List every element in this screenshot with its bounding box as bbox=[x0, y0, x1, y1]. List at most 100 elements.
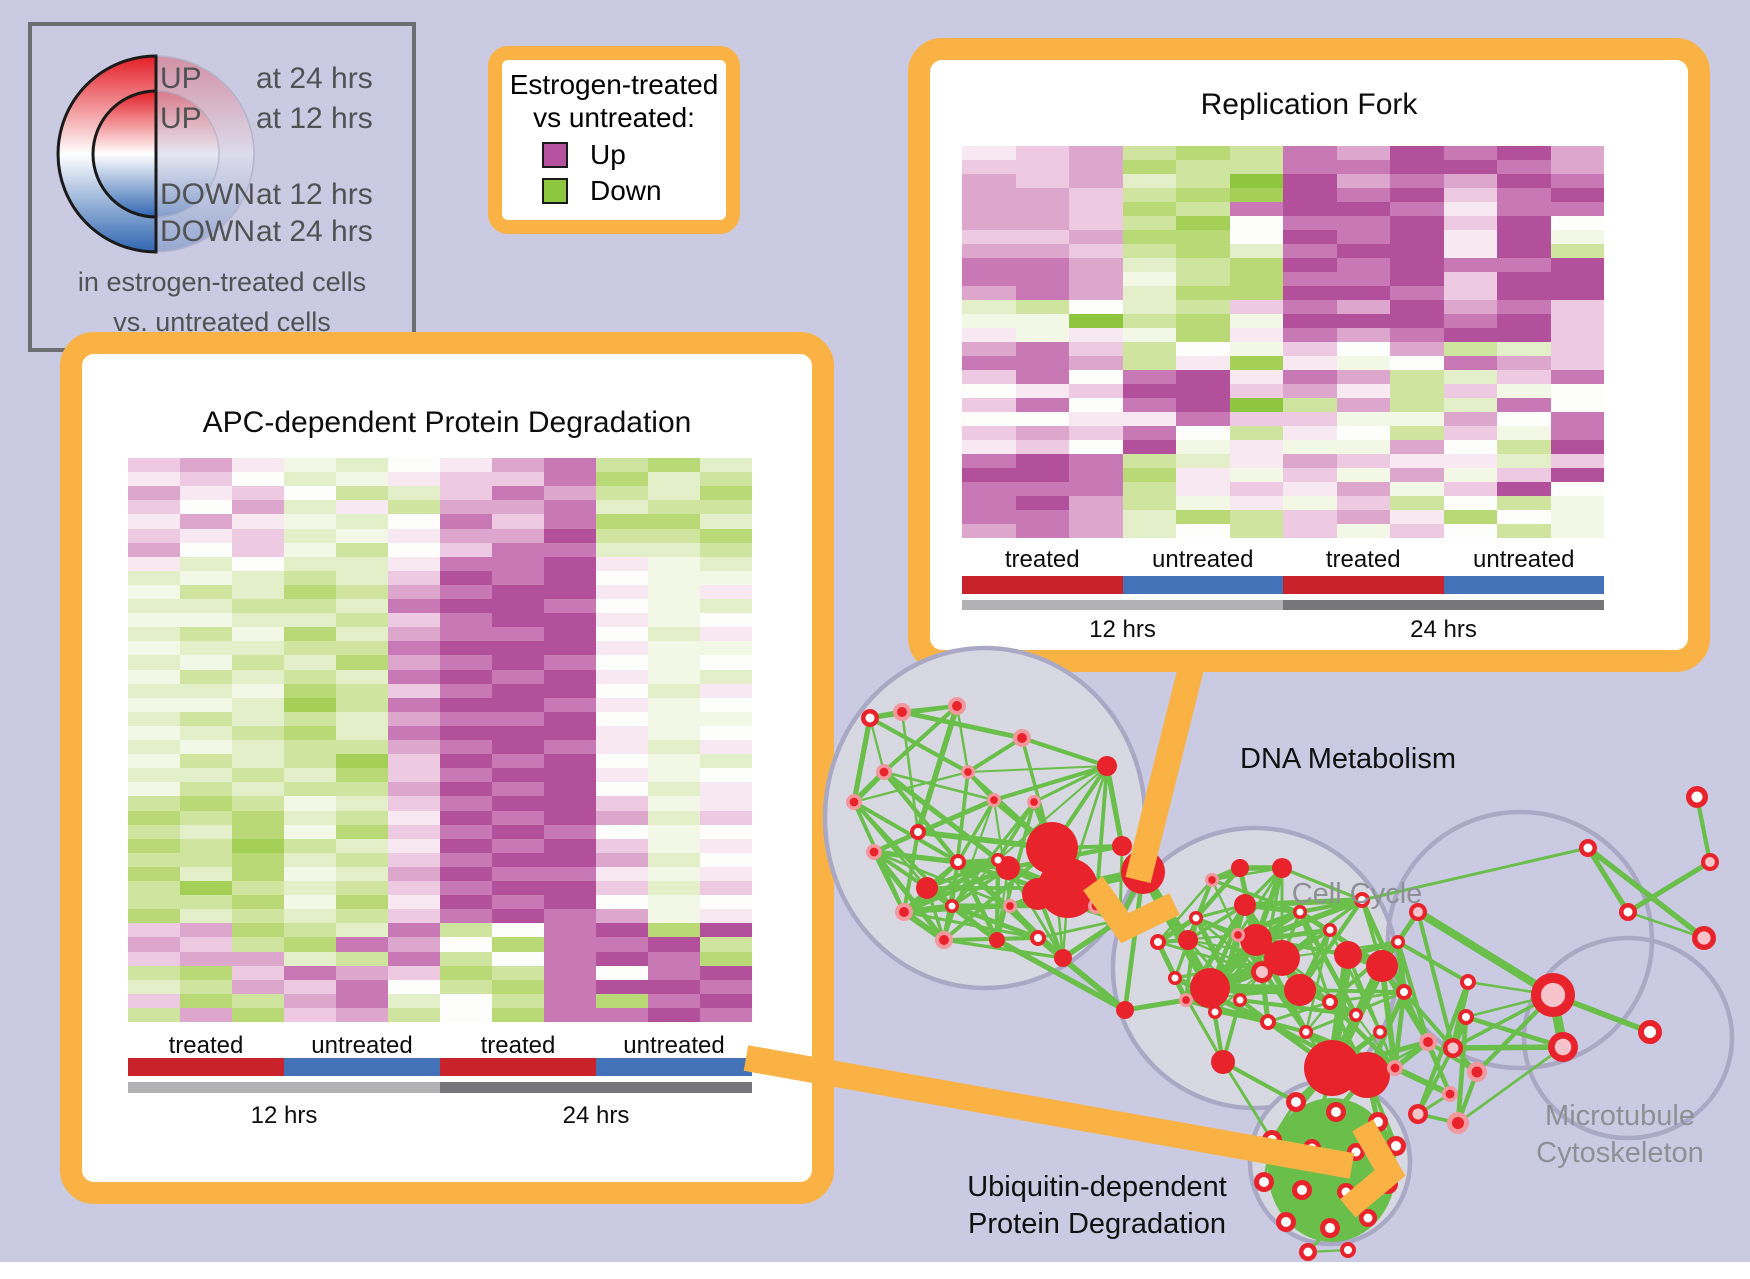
apc-panel-title: APC-dependent Protein Degradation bbox=[202, 406, 692, 439]
heatmap-cell bbox=[1283, 510, 1337, 524]
heatmap-cell bbox=[232, 1007, 284, 1022]
heatmap-cell bbox=[180, 768, 232, 783]
heatmap-cell bbox=[336, 486, 388, 501]
heatmap-cell bbox=[1390, 216, 1444, 230]
heatmap-cell bbox=[284, 641, 336, 656]
heatmap-cell bbox=[962, 216, 1016, 230]
heatmap-cell bbox=[232, 951, 284, 966]
heatmap-cell bbox=[336, 458, 388, 473]
heatmap-cell bbox=[700, 486, 752, 501]
heatmap-cell bbox=[544, 458, 596, 473]
heatmap-cell bbox=[128, 669, 180, 684]
heatmap-cell bbox=[1229, 524, 1283, 538]
heatmap-cell bbox=[596, 514, 648, 529]
heatmap-cell bbox=[180, 542, 232, 557]
heatmap-cell bbox=[128, 923, 180, 938]
network-node bbox=[1354, 892, 1370, 908]
cluster-label-mt-2: Cytoskeleton bbox=[1536, 1137, 1704, 1169]
heatmap-cell bbox=[180, 937, 232, 952]
heatmap-cell bbox=[700, 697, 752, 712]
heatmap-cell bbox=[962, 202, 1016, 216]
heatmap-cell bbox=[648, 458, 700, 473]
heatmap-cell bbox=[440, 895, 492, 910]
heatmap-cell bbox=[1283, 426, 1337, 440]
heatmap-cell bbox=[1069, 244, 1123, 258]
heatmap-cell bbox=[1283, 230, 1337, 244]
heatmap-cell bbox=[128, 486, 180, 501]
network-node bbox=[1205, 873, 1219, 887]
heatmap-cell bbox=[1015, 384, 1069, 398]
heatmap-cell bbox=[648, 1007, 700, 1022]
heatmap-cell bbox=[284, 655, 336, 670]
heatmap-cell bbox=[1390, 356, 1444, 370]
heatmap-cell bbox=[388, 782, 440, 797]
heatmap-cell bbox=[1443, 482, 1497, 496]
heatmap-cell bbox=[440, 599, 492, 614]
heatmap-cell bbox=[1336, 272, 1390, 286]
heatmap-cell bbox=[492, 965, 544, 980]
heatmap-cell bbox=[388, 627, 440, 642]
heatmap-cell bbox=[1015, 510, 1069, 524]
heatmap-cell bbox=[962, 398, 1016, 412]
heatmap-cell bbox=[700, 979, 752, 994]
heatmap-cell bbox=[648, 993, 700, 1008]
heatmap-cell bbox=[544, 472, 596, 487]
heatmap-cell bbox=[962, 412, 1016, 426]
heatmap-cell bbox=[284, 697, 336, 712]
network-node bbox=[866, 844, 882, 860]
heatmap-cell bbox=[1550, 454, 1604, 468]
heatmap-cell bbox=[648, 613, 700, 628]
heatmap-cell bbox=[284, 782, 336, 797]
heatmap-cell bbox=[336, 556, 388, 571]
heatmap-cell bbox=[440, 937, 492, 952]
heatmap-cell bbox=[596, 486, 648, 501]
rf-time-bar bbox=[962, 600, 1604, 610]
heatmap-cell bbox=[1015, 258, 1069, 272]
heatmap-cell bbox=[1015, 524, 1069, 538]
heatmap-cell bbox=[1176, 216, 1230, 230]
heatmap-cell bbox=[1122, 314, 1176, 328]
heatmap-cell bbox=[544, 641, 596, 656]
heatmap-cell bbox=[284, 486, 336, 501]
heatmap-cell bbox=[440, 556, 492, 571]
network-node bbox=[1359, 1209, 1377, 1227]
heatmap-cell bbox=[1443, 258, 1497, 272]
heatmap-cell bbox=[180, 740, 232, 755]
heatmap-cell bbox=[284, 627, 336, 642]
heatmap-cell bbox=[1283, 342, 1337, 356]
heatmap-cell bbox=[700, 627, 752, 642]
heatmap-cell bbox=[1176, 286, 1230, 300]
heatmap-cell bbox=[232, 909, 284, 924]
heatmap-cell bbox=[544, 881, 596, 896]
heatmap-cell bbox=[1550, 328, 1604, 342]
heatmap-cell bbox=[648, 683, 700, 698]
heatmap-cell bbox=[492, 923, 544, 938]
heatmap-cell bbox=[1443, 342, 1497, 356]
apc-group-label-1: treated bbox=[168, 1032, 244, 1059]
heatmap-cell bbox=[180, 965, 232, 980]
network-node bbox=[1189, 911, 1203, 925]
heatmap-cell bbox=[440, 458, 492, 473]
heatmap-cell bbox=[1229, 468, 1283, 482]
heatmap-cell bbox=[1497, 160, 1551, 174]
heatmap-cell bbox=[440, 852, 492, 867]
heatmap-cell bbox=[1069, 314, 1123, 328]
network-node bbox=[1391, 935, 1405, 949]
network-node bbox=[1240, 924, 1272, 956]
heatmap-cell bbox=[1229, 216, 1283, 230]
heatmap-cell bbox=[648, 824, 700, 839]
heatmap-cell bbox=[1550, 216, 1604, 230]
heatmap-cell bbox=[1122, 454, 1176, 468]
heatmap-cell bbox=[128, 768, 180, 783]
heatmap-cell bbox=[492, 740, 544, 755]
heatmap-cell bbox=[492, 514, 544, 529]
network-node bbox=[1366, 950, 1398, 982]
heatmap-cell bbox=[1176, 342, 1230, 356]
heatmap-cell bbox=[232, 866, 284, 881]
heatmap-cell bbox=[492, 613, 544, 628]
heatmap-cell bbox=[388, 570, 440, 585]
heatmap-cell bbox=[1336, 482, 1390, 496]
estrogen-legend-box: Estrogen-treated vs untreated: Up Down bbox=[488, 46, 740, 234]
heatmap-cell bbox=[440, 965, 492, 980]
heatmap-cell bbox=[232, 486, 284, 501]
